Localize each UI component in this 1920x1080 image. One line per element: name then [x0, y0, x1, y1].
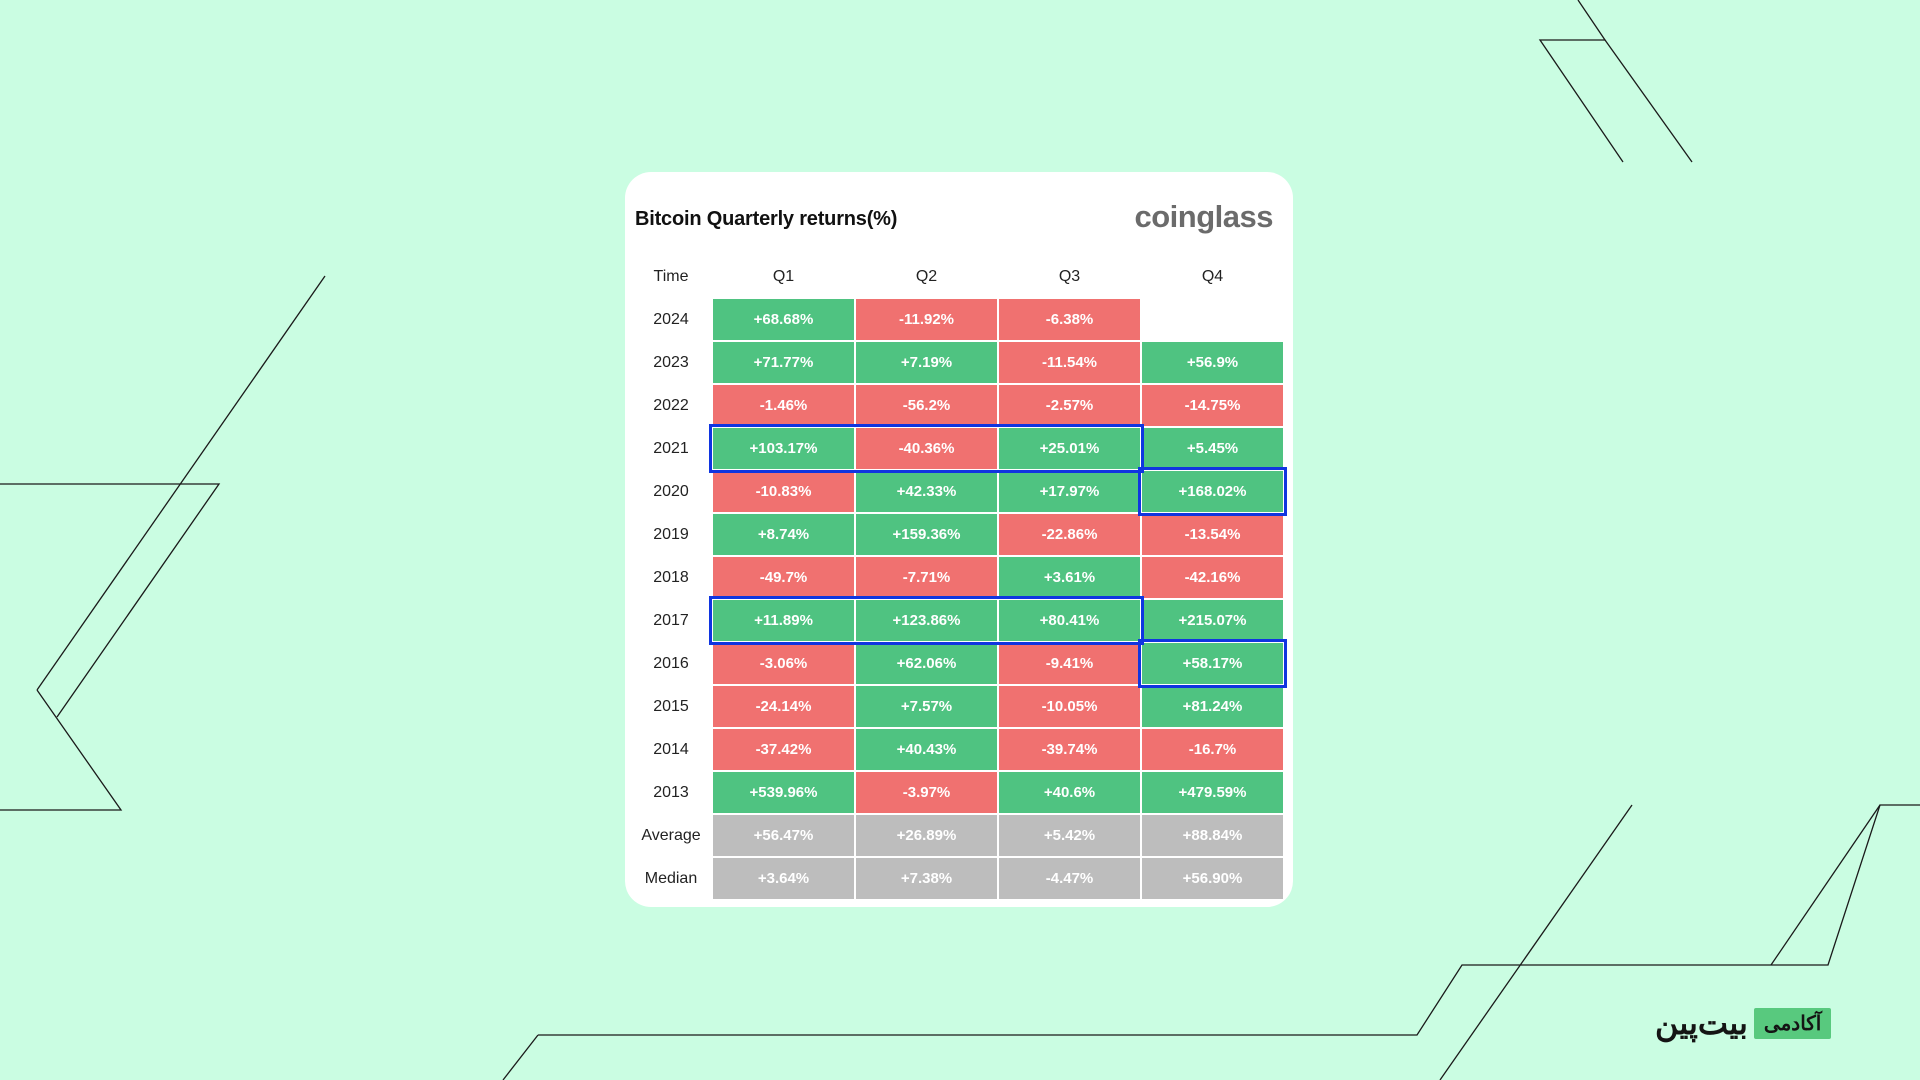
- cell-2015-q4: +81.24%: [1142, 686, 1283, 727]
- cell-2017-q3: +80.41%: [999, 600, 1140, 641]
- cell-2016-q4: +58.17%: [1142, 643, 1283, 684]
- cell-2019-q3: -22.86%: [999, 514, 1140, 555]
- cell-2019-q1: +8.74%: [713, 514, 854, 555]
- cell-2019-q2: +159.36%: [856, 514, 997, 555]
- cell-2016-q1: -3.06%: [713, 643, 854, 684]
- cell-2015-q2: +7.57%: [856, 686, 997, 727]
- cell-2021-q3: +25.01%: [999, 428, 1140, 469]
- cell-2016-q2: +62.06%: [856, 643, 997, 684]
- cell-2020-q4: +168.02%: [1142, 471, 1283, 512]
- row-label-2017: 2017: [653, 611, 689, 629]
- cell-2019-q4: -13.54%: [1142, 514, 1283, 555]
- cell-2022-q1: -1.46%: [713, 385, 854, 426]
- cell-average-q3: +5.42%: [999, 815, 1140, 856]
- cell-2014-q4: -16.7%: [1142, 729, 1283, 770]
- returns-card: Bitcoin Quarterly returns(%) coinglass T…: [625, 172, 1293, 907]
- cell-2015-q1: -24.14%: [713, 686, 854, 727]
- cell-median-q2: +7.38%: [856, 858, 997, 899]
- row-label-2024: 2024: [653, 310, 689, 328]
- cell-2023-q3: -11.54%: [999, 342, 1140, 383]
- cell-2013-q1: +539.96%: [713, 772, 854, 813]
- cell-median-q3: -4.47%: [999, 858, 1140, 899]
- cell-2018-q3: +3.61%: [999, 557, 1140, 598]
- row-label-2023: 2023: [653, 353, 689, 371]
- cell-2018-q1: -49.7%: [713, 557, 854, 598]
- row-label-2013: 2013: [653, 783, 689, 801]
- row-label-2014: 2014: [653, 740, 689, 758]
- cell-2021-q4: +5.45%: [1142, 428, 1283, 469]
- row-label-median: Median: [644, 869, 698, 887]
- column-header-q4: Q4: [1201, 267, 1224, 285]
- row-label-2022: 2022: [653, 396, 689, 414]
- cell-2018-q2: -7.71%: [856, 557, 997, 598]
- row-label-2015: 2015: [653, 697, 689, 715]
- cell-2020-q2: +42.33%: [856, 471, 997, 512]
- column-header-time: Time: [653, 267, 689, 285]
- column-header-q3: Q3: [1058, 267, 1081, 285]
- cell-2014-q1: -37.42%: [713, 729, 854, 770]
- cell-2023-q4: +56.9%: [1142, 342, 1283, 383]
- cell-2014-q2: +40.43%: [856, 729, 997, 770]
- cell-2022-q3: -2.57%: [999, 385, 1140, 426]
- coinglass-logo: coinglass: [1134, 199, 1274, 234]
- row-label-2020: 2020: [653, 482, 689, 500]
- cell-2022-q4: -14.75%: [1142, 385, 1283, 426]
- row-label-2021: 2021: [653, 439, 689, 457]
- cell-2017-q1: +11.89%: [713, 600, 854, 641]
- bitpin-academy-logo: بیت‌پین آکادمی: [1655, 1005, 1832, 1041]
- cell-2024-q2: -11.92%: [856, 299, 997, 340]
- row-label-2016: 2016: [653, 654, 689, 672]
- cell-median-q4: +56.90%: [1142, 858, 1283, 899]
- cell-2018-q4: -42.16%: [1142, 557, 1283, 598]
- cell-average-q2: +26.89%: [856, 815, 997, 856]
- cell-average-q1: +56.47%: [713, 815, 854, 856]
- cell-2021-q2: -40.36%: [856, 428, 997, 469]
- cell-2021-q1: +103.17%: [713, 428, 854, 469]
- cell-2023-q1: +71.77%: [713, 342, 854, 383]
- returns-table: Time Q1 Q2 Q3 Q4 2024 +68.68% -11.92% -6.38% 2023…: [631, 256, 1283, 899]
- cell-2013-q2: -3.97%: [856, 772, 997, 813]
- cell-2014-q3: -39.74%: [999, 729, 1140, 770]
- cell-2020-q3: +17.97%: [999, 471, 1140, 512]
- cell-2016-q3: -9.41%: [999, 643, 1140, 684]
- cell-2023-q2: +7.19%: [856, 342, 997, 383]
- row-label-2018: 2018: [653, 568, 689, 586]
- row-label-average: Average: [641, 826, 701, 844]
- cell-2015-q3: -10.05%: [999, 686, 1140, 727]
- column-header-q2: Q2: [915, 267, 938, 285]
- column-header-q1: Q1: [772, 267, 795, 285]
- cell-median-q1: +3.64%: [713, 858, 854, 899]
- logo-tag: آکادمی: [1753, 1007, 1832, 1039]
- cell-2017-q2: +123.86%: [856, 600, 997, 641]
- cell-2024-q1: +68.68%: [713, 299, 854, 340]
- cell-2017-q4: +215.07%: [1142, 600, 1283, 641]
- chart-title: Bitcoin Quarterly returns(%): [635, 208, 898, 230]
- cell-2013-q4: +479.59%: [1142, 772, 1283, 813]
- cell-2024-q4: [1142, 299, 1283, 340]
- cell-2022-q2: -56.2%: [856, 385, 997, 426]
- cell-2020-q1: -10.83%: [713, 471, 854, 512]
- cell-2013-q3: +40.6%: [999, 772, 1140, 813]
- cell-average-q4: +88.84%: [1142, 815, 1283, 856]
- cell-2024-q3: -6.38%: [999, 299, 1140, 340]
- row-label-2019: 2019: [653, 525, 689, 543]
- logo-main-text: بیت‌پین: [1655, 1005, 1748, 1041]
